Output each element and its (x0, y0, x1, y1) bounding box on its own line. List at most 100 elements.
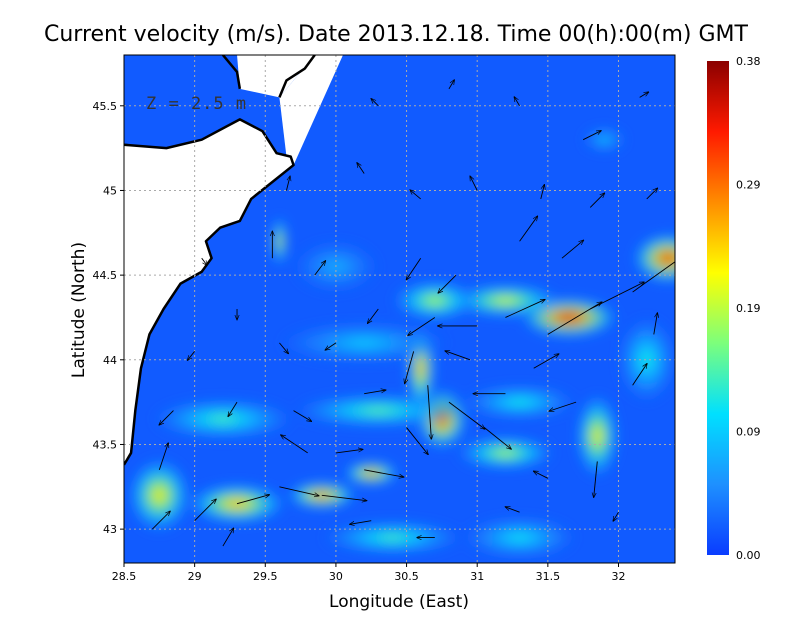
velocity-vector (187, 351, 195, 360)
velocity-hotspot (583, 127, 626, 152)
velocity-vector (408, 317, 436, 335)
velocity-vector (194, 499, 217, 521)
coastline (124, 118, 295, 466)
velocity-vector (406, 257, 422, 280)
y-axis-label: Latitude (North) (69, 242, 89, 378)
land-area (124, 55, 294, 563)
x-tick-label: 31 (470, 570, 484, 583)
y-tick-label: 45 (103, 184, 117, 197)
velocity-vector (653, 313, 658, 335)
velocity-vector (357, 163, 365, 174)
velocity-vector (293, 410, 312, 422)
x-axis-label: Longitude (East) (329, 592, 469, 612)
velocity-hotspot (293, 393, 464, 428)
land-area (237, 55, 358, 98)
velocity-vector (594, 461, 598, 497)
x-tick-label: 31.5 (536, 570, 561, 583)
velocity-hotspot (152, 398, 294, 440)
velocity-vector (561, 240, 584, 259)
velocity-hotspot (632, 232, 675, 284)
velocity-vector (405, 351, 415, 383)
coastline (278, 55, 316, 98)
velocity-hotspot (272, 215, 287, 267)
x-tick-label: 28.5 (112, 570, 137, 583)
velocity-vector (639, 92, 649, 98)
plot-frame (123, 54, 676, 564)
plot-area: 28.5 29 29.5 30 30.5 31 31.5 32 43 43.5 44 44.5 45 45… (93, 54, 676, 583)
velocity-hotspot (392, 280, 478, 321)
colorbar-tick-label: 0.09 (736, 426, 761, 439)
vector-field (151, 80, 675, 547)
velocity-vector (350, 520, 372, 525)
velocity-hotspot (618, 317, 675, 403)
x-tick-label: 29.5 (253, 570, 278, 583)
colorbar-tick-label: 0.29 (736, 179, 761, 192)
y-tick-label: 44.5 (93, 269, 118, 282)
velocity-vector (470, 176, 478, 191)
velocity-vector (364, 469, 404, 477)
velocity-vector (281, 435, 308, 454)
velocity-vector (438, 274, 457, 293)
velocity-hotspot (576, 393, 619, 479)
velocity-vector (445, 351, 471, 361)
velocity-vector (427, 385, 432, 439)
velocity-vector (325, 342, 337, 350)
velocity-hotspot (279, 322, 449, 364)
velocity-field (124, 55, 675, 563)
velocity-hotspot (448, 283, 562, 318)
velocity-vector (368, 308, 379, 323)
velocity-vector (533, 471, 549, 479)
x-tick-label: 30.5 (394, 570, 419, 583)
velocity-vector (364, 390, 386, 395)
chart-title: Current velocity (m/s). Date 2013.12.18.… (44, 22, 749, 47)
velocity-vector (279, 486, 319, 496)
velocity-vector (222, 528, 234, 547)
y-tick-label: 44 (103, 354, 117, 367)
velocity-vector (314, 261, 326, 276)
velocity-vector (410, 190, 421, 200)
velocity-vector (613, 511, 619, 521)
land-area (279, 55, 343, 166)
y-tick-label: 45.5 (93, 100, 118, 113)
velocity-vector (505, 507, 520, 513)
velocity-hotspot (128, 458, 191, 533)
velocity-vector (514, 97, 520, 107)
coastline (221, 55, 242, 90)
velocity-vector (335, 449, 363, 454)
velocity-hotspot (342, 461, 400, 486)
colorbar-gradient (707, 61, 729, 555)
y-tick-label: 43 (103, 523, 117, 536)
velocity-hotspot (456, 436, 555, 470)
x-tick-label: 32 (611, 570, 625, 583)
velocity-vector (448, 401, 485, 429)
grid (124, 55, 675, 563)
velocity-vector (582, 131, 601, 141)
velocity-vector (646, 188, 658, 200)
velocity-vector (201, 257, 207, 265)
velocity-vector (519, 216, 538, 242)
velocity-vector (286, 176, 290, 191)
velocity-vector (533, 354, 559, 369)
x-tick-label: 30 (329, 570, 343, 583)
velocity-vector (448, 80, 454, 90)
velocity-hotspot (463, 517, 577, 558)
velocity-vector (483, 427, 511, 450)
velocity-vector (151, 511, 170, 530)
colorbar-tick-label: 0.38 (736, 55, 761, 68)
velocity-vector (236, 495, 269, 505)
colorbar: 0.00 0.09 0.19 0.29 0.38 (707, 55, 761, 562)
velocity-vector (589, 193, 604, 208)
y-tick-label: 43.5 (93, 438, 118, 451)
velocity-vector (406, 427, 429, 455)
velocity-vector (590, 282, 644, 310)
velocity-vector (371, 99, 379, 107)
velocity-vector (321, 494, 367, 500)
velocity-vector (279, 342, 288, 354)
colorbar-tick-label: 0.19 (736, 302, 761, 315)
velocity-hotspot (321, 520, 464, 555)
velocity-hotspot (463, 385, 577, 420)
x-tick-label: 29 (188, 570, 202, 583)
velocity-vector (228, 401, 238, 416)
velocity-vector (549, 401, 577, 411)
